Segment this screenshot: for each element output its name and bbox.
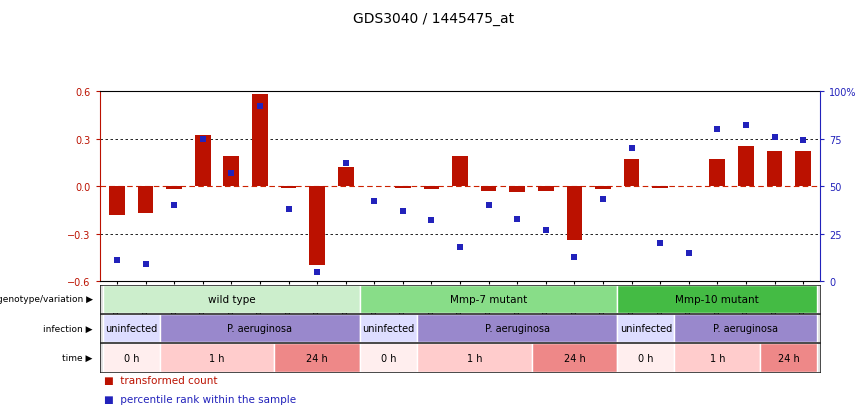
Bar <box>674 314 818 342</box>
Bar <box>531 344 617 372</box>
Bar <box>510 187 525 193</box>
Text: GDS3040 / 1445475_at: GDS3040 / 1445475_at <box>353 12 515 26</box>
Text: 1 h: 1 h <box>709 353 725 363</box>
Bar <box>481 187 496 191</box>
Bar <box>223 157 240 187</box>
Point <box>110 257 124 264</box>
Bar <box>538 187 554 191</box>
Point <box>767 134 781 140</box>
Point <box>367 199 381 205</box>
Text: 0 h: 0 h <box>381 353 397 363</box>
Bar <box>624 160 640 187</box>
Text: P. aeruginosa: P. aeruginosa <box>227 323 293 333</box>
Text: Mmp-7 mutant: Mmp-7 mutant <box>450 294 527 304</box>
Bar <box>617 344 674 372</box>
Bar <box>418 314 617 342</box>
Text: 0 h: 0 h <box>123 353 139 363</box>
Bar <box>360 314 418 342</box>
Point <box>739 123 753 129</box>
Bar <box>102 344 160 372</box>
Point <box>510 216 524 222</box>
Bar <box>167 187 182 190</box>
Bar <box>360 285 617 313</box>
Bar <box>674 344 760 372</box>
Text: 1 h: 1 h <box>467 353 482 363</box>
Bar <box>617 314 674 342</box>
Text: P. aeruginosa: P. aeruginosa <box>713 323 779 333</box>
Text: 24 h: 24 h <box>306 353 328 363</box>
Point <box>310 269 324 275</box>
Bar <box>160 314 360 342</box>
Text: wild type: wild type <box>207 294 255 304</box>
Point <box>568 254 582 260</box>
Point <box>396 208 410 215</box>
Bar <box>595 187 611 190</box>
Bar <box>617 285 818 313</box>
Text: Mmp-10 mutant: Mmp-10 mutant <box>675 294 760 304</box>
Point <box>253 104 266 110</box>
Text: ■  percentile rank within the sample: ■ percentile rank within the sample <box>104 394 296 404</box>
Bar <box>138 187 154 214</box>
Point <box>681 250 695 256</box>
Text: P. aeruginosa: P. aeruginosa <box>484 323 549 333</box>
Bar <box>309 187 325 266</box>
Bar <box>160 344 274 372</box>
Point <box>596 197 610 203</box>
Bar <box>102 285 360 313</box>
Bar <box>738 147 753 187</box>
Text: ■  transformed count: ■ transformed count <box>104 375 218 385</box>
Bar <box>109 187 125 215</box>
Bar <box>280 187 296 188</box>
Text: time ▶: time ▶ <box>62 353 93 362</box>
Bar <box>709 160 725 187</box>
Point <box>424 218 438 224</box>
Text: 1 h: 1 h <box>209 353 225 363</box>
Text: uninfected: uninfected <box>105 323 157 333</box>
Bar <box>424 187 439 190</box>
Bar <box>395 187 411 188</box>
Point <box>482 202 496 209</box>
Text: 0 h: 0 h <box>638 353 654 363</box>
Bar <box>338 168 353 187</box>
Point <box>710 126 724 133</box>
Text: 24 h: 24 h <box>563 353 585 363</box>
Point <box>196 136 210 142</box>
Point <box>625 145 639 152</box>
Bar <box>360 344 418 372</box>
Point <box>654 240 667 247</box>
Point <box>281 206 295 213</box>
Bar <box>252 95 268 187</box>
Bar <box>195 136 211 187</box>
Text: infection ▶: infection ▶ <box>43 324 93 333</box>
Bar <box>760 344 818 372</box>
Point <box>225 170 239 177</box>
Bar <box>652 187 668 188</box>
Bar <box>274 344 360 372</box>
Point <box>796 138 810 145</box>
Text: 24 h: 24 h <box>778 353 799 363</box>
Text: uninfected: uninfected <box>620 323 672 333</box>
Text: genotype/variation ▶: genotype/variation ▶ <box>0 294 93 304</box>
Bar <box>766 152 782 187</box>
Point <box>453 244 467 251</box>
Bar <box>567 187 582 240</box>
Bar <box>418 344 531 372</box>
Point <box>168 202 181 209</box>
Point <box>539 227 553 234</box>
Bar <box>102 314 160 342</box>
Bar <box>795 152 811 187</box>
Point <box>339 161 352 167</box>
Bar <box>452 157 468 187</box>
Text: uninfected: uninfected <box>363 323 415 333</box>
Point <box>139 261 153 268</box>
